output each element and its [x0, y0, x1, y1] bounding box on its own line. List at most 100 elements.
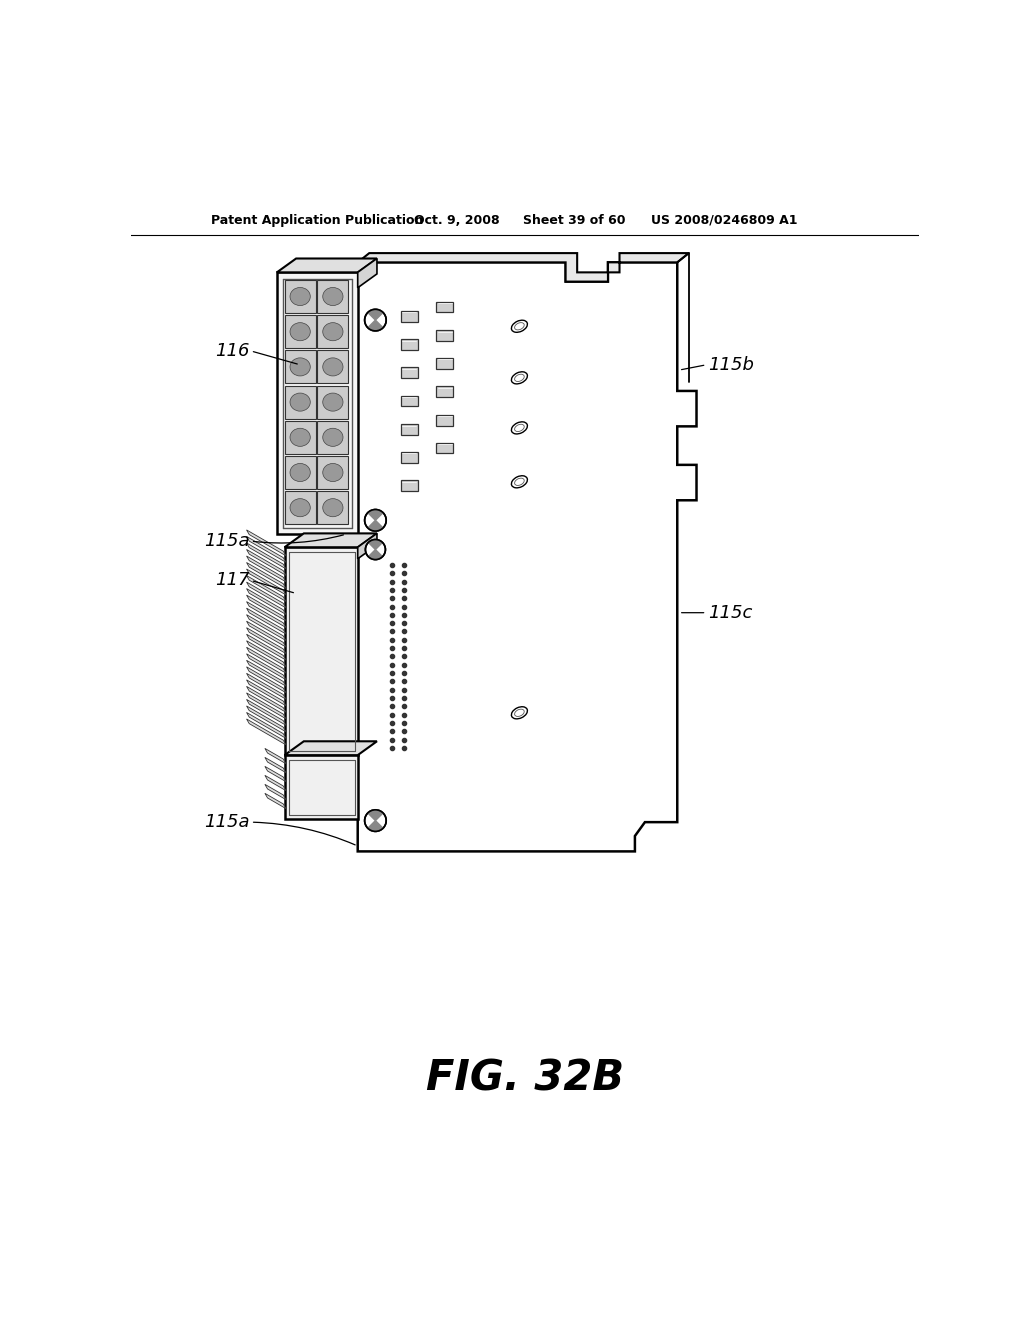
Polygon shape: [276, 259, 377, 272]
Polygon shape: [247, 680, 286, 706]
Polygon shape: [436, 414, 454, 425]
Ellipse shape: [323, 499, 343, 516]
Polygon shape: [285, 315, 315, 348]
Polygon shape: [247, 609, 286, 634]
Polygon shape: [368, 821, 383, 832]
Ellipse shape: [511, 422, 527, 434]
Circle shape: [365, 309, 386, 331]
Polygon shape: [247, 653, 286, 680]
Polygon shape: [317, 280, 348, 313]
Polygon shape: [247, 582, 286, 609]
Polygon shape: [247, 529, 286, 556]
Ellipse shape: [290, 463, 310, 482]
Polygon shape: [247, 562, 286, 589]
Polygon shape: [247, 615, 286, 640]
Polygon shape: [368, 510, 383, 520]
Polygon shape: [265, 775, 286, 791]
Ellipse shape: [290, 499, 310, 516]
Polygon shape: [247, 602, 286, 627]
Polygon shape: [247, 693, 286, 718]
Text: FIG. 32B: FIG. 32B: [426, 1057, 624, 1100]
Polygon shape: [436, 387, 454, 397]
Polygon shape: [285, 548, 357, 755]
Polygon shape: [400, 367, 418, 378]
Polygon shape: [247, 549, 286, 576]
Circle shape: [365, 810, 386, 832]
Text: 115a: 115a: [205, 532, 250, 550]
Polygon shape: [368, 321, 383, 331]
Polygon shape: [317, 491, 348, 524]
Text: Sheet 39 of 60: Sheet 39 of 60: [523, 214, 626, 227]
Polygon shape: [247, 706, 286, 731]
Polygon shape: [317, 457, 348, 488]
Polygon shape: [357, 253, 689, 281]
Polygon shape: [357, 263, 696, 851]
Polygon shape: [247, 647, 286, 673]
Polygon shape: [436, 330, 454, 341]
Polygon shape: [400, 396, 418, 407]
Ellipse shape: [323, 393, 343, 411]
Polygon shape: [285, 755, 357, 818]
Circle shape: [365, 510, 386, 531]
Ellipse shape: [511, 321, 527, 333]
Polygon shape: [265, 767, 286, 781]
Polygon shape: [247, 569, 286, 595]
Polygon shape: [265, 748, 286, 764]
Ellipse shape: [323, 288, 343, 305]
Text: Oct. 9, 2008: Oct. 9, 2008: [414, 214, 500, 227]
Polygon shape: [247, 628, 286, 653]
Polygon shape: [317, 385, 348, 418]
Ellipse shape: [290, 393, 310, 411]
Polygon shape: [400, 480, 418, 491]
Polygon shape: [247, 640, 286, 667]
Polygon shape: [285, 533, 377, 548]
Circle shape: [366, 540, 385, 560]
Ellipse shape: [323, 428, 343, 446]
Polygon shape: [247, 673, 286, 700]
Polygon shape: [400, 451, 418, 462]
Text: 115c: 115c: [708, 603, 753, 622]
Text: 115a: 115a: [205, 813, 250, 832]
Polygon shape: [265, 784, 286, 800]
Polygon shape: [247, 719, 286, 744]
Ellipse shape: [323, 358, 343, 376]
Polygon shape: [369, 540, 383, 549]
Polygon shape: [436, 442, 454, 453]
Polygon shape: [400, 424, 418, 434]
Polygon shape: [285, 351, 315, 383]
Polygon shape: [285, 280, 315, 313]
Text: 115b: 115b: [708, 356, 754, 374]
Polygon shape: [265, 793, 286, 809]
Polygon shape: [400, 312, 418, 322]
Polygon shape: [247, 667, 286, 693]
Polygon shape: [247, 576, 286, 602]
Polygon shape: [247, 595, 286, 620]
Polygon shape: [317, 315, 348, 348]
Ellipse shape: [323, 322, 343, 341]
Text: Patent Application Publication: Patent Application Publication: [211, 214, 423, 227]
Polygon shape: [317, 421, 348, 454]
Polygon shape: [368, 810, 383, 821]
Polygon shape: [285, 421, 315, 454]
Polygon shape: [247, 536, 286, 562]
Polygon shape: [285, 457, 315, 488]
Polygon shape: [368, 520, 383, 531]
Ellipse shape: [511, 475, 527, 488]
Polygon shape: [247, 686, 286, 713]
Polygon shape: [247, 589, 286, 614]
Polygon shape: [368, 309, 383, 321]
Polygon shape: [247, 660, 286, 686]
Polygon shape: [247, 543, 286, 569]
Ellipse shape: [290, 358, 310, 376]
Polygon shape: [285, 491, 315, 524]
Polygon shape: [276, 272, 357, 535]
Ellipse shape: [290, 428, 310, 446]
Polygon shape: [436, 358, 454, 368]
Ellipse shape: [511, 706, 527, 719]
Polygon shape: [400, 339, 418, 350]
Polygon shape: [357, 259, 377, 288]
Ellipse shape: [290, 322, 310, 341]
Text: 117: 117: [215, 572, 250, 589]
Polygon shape: [247, 622, 286, 647]
Polygon shape: [247, 634, 286, 660]
